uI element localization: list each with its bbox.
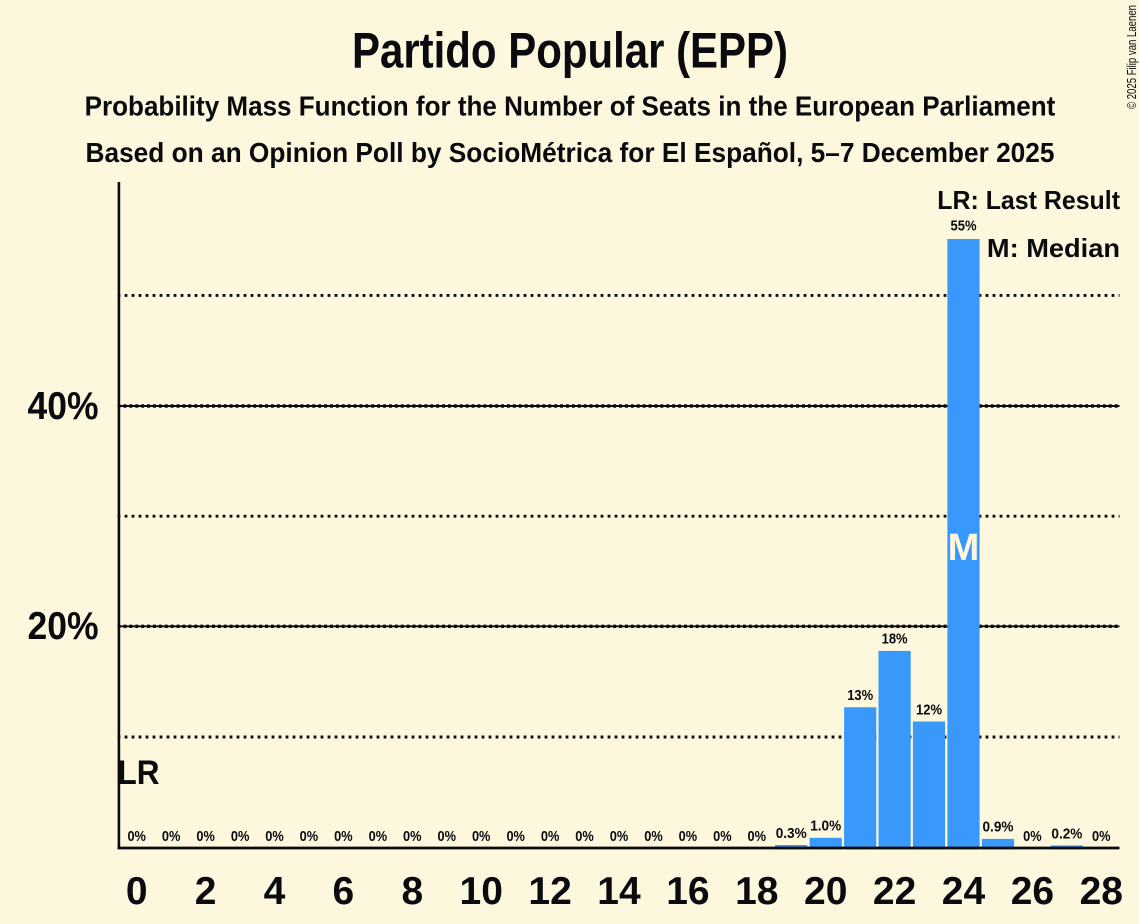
svg-text:Partido Popular (EPP): Partido Popular (EPP)	[352, 23, 788, 79]
svg-text:0%: 0%	[196, 828, 215, 845]
svg-text:4: 4	[264, 870, 286, 913]
svg-text:0%: 0%	[748, 828, 767, 845]
svg-text:28: 28	[1080, 870, 1123, 913]
svg-text:0.9%: 0.9%	[983, 819, 1014, 836]
svg-text:26: 26	[1011, 870, 1054, 913]
svg-text:0.2%: 0.2%	[1051, 825, 1082, 842]
svg-text:M: M	[948, 527, 980, 569]
svg-text:© 2025 Filip van Laenen: © 2025 Filip van Laenen	[1124, 5, 1139, 109]
svg-text:8: 8	[401, 870, 423, 913]
svg-text:10: 10	[460, 870, 503, 913]
svg-text:0%: 0%	[231, 828, 250, 845]
svg-text:LR: LR	[118, 754, 160, 792]
svg-text:55%: 55%	[951, 218, 977, 235]
svg-text:0%: 0%	[162, 828, 181, 845]
svg-text:18%: 18%	[882, 631, 908, 648]
svg-text:0%: 0%	[506, 828, 525, 845]
svg-text:0%: 0%	[541, 828, 560, 845]
svg-text:16: 16	[666, 870, 709, 913]
svg-text:0%: 0%	[713, 828, 732, 845]
svg-text:0%: 0%	[644, 828, 663, 845]
svg-text:6: 6	[333, 870, 355, 913]
svg-text:0%: 0%	[438, 828, 457, 845]
svg-text:2: 2	[195, 870, 217, 913]
svg-text:22: 22	[873, 870, 916, 913]
svg-text:0%: 0%	[265, 828, 284, 845]
svg-text:0: 0	[126, 870, 148, 913]
svg-text:12%: 12%	[916, 701, 942, 718]
svg-text:0%: 0%	[369, 828, 388, 845]
svg-text:0.3%: 0.3%	[776, 825, 807, 842]
svg-text:0%: 0%	[127, 828, 146, 845]
svg-text:0%: 0%	[403, 828, 422, 845]
svg-text:0%: 0%	[1092, 828, 1111, 845]
svg-text:0%: 0%	[300, 828, 319, 845]
svg-text:1.0%: 1.0%	[810, 818, 841, 835]
svg-text:Based on an Opinion Poll by So: Based on an Opinion Poll by SocioMétrica…	[86, 137, 1055, 168]
svg-text:0%: 0%	[575, 828, 594, 845]
svg-text:18: 18	[735, 870, 778, 913]
svg-text:24: 24	[942, 870, 986, 913]
svg-text:0%: 0%	[1023, 828, 1042, 845]
svg-text:20%: 20%	[28, 605, 99, 648]
svg-text:20: 20	[804, 870, 847, 913]
svg-text:M: Median: M: Median	[987, 233, 1120, 263]
svg-text:Probability Mass Function for: Probability Mass Function for the Number…	[85, 91, 1056, 122]
svg-text:0%: 0%	[472, 828, 491, 845]
svg-text:12: 12	[528, 870, 571, 913]
svg-text:0%: 0%	[679, 828, 698, 845]
svg-text:14: 14	[597, 870, 641, 913]
svg-text:0%: 0%	[610, 828, 629, 845]
svg-text:LR: Last Result: LR: Last Result	[937, 185, 1120, 215]
svg-text:13%: 13%	[847, 687, 873, 704]
svg-text:0%: 0%	[334, 828, 353, 845]
svg-text:40%: 40%	[28, 385, 99, 428]
